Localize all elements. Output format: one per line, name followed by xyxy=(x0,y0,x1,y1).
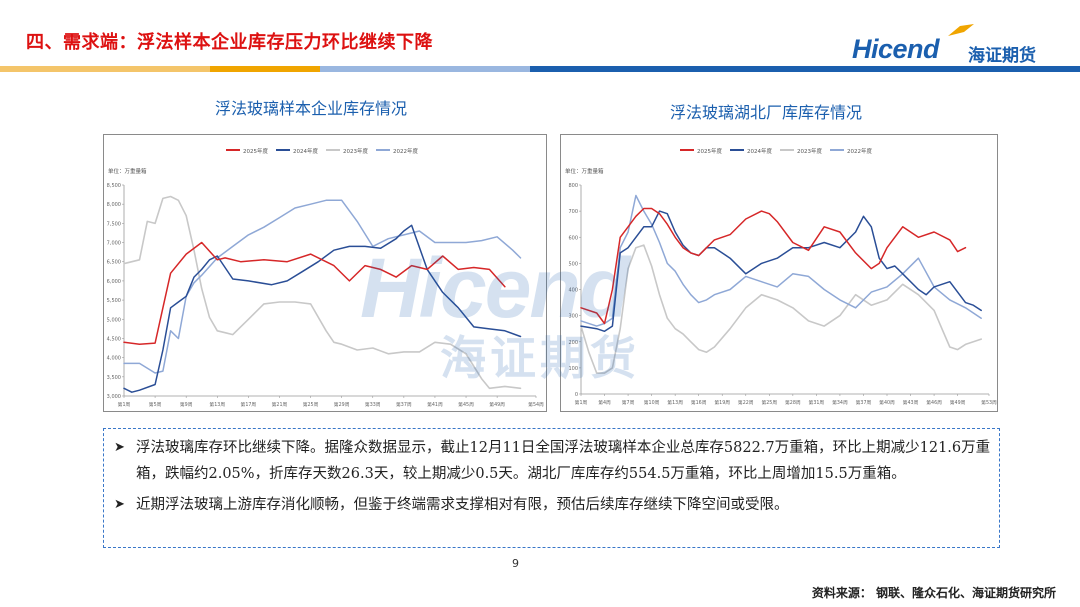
y-tick-label: 0 xyxy=(575,392,578,398)
x-tick-label: 第7周 xyxy=(622,399,635,406)
legend-label: 2024年度 xyxy=(747,147,772,155)
x-tick-label: 第41周 xyxy=(427,401,443,408)
x-tick-label: 第49周 xyxy=(950,399,966,406)
x-tick-label: 第46周 xyxy=(926,399,942,406)
x-tick-label: 第25周 xyxy=(303,401,319,408)
x-tick-label: 第33周 xyxy=(365,401,381,408)
brand-logo: Hicend 海证期货 xyxy=(852,24,1062,68)
x-tick-label: 第17周 xyxy=(241,401,257,408)
x-tick-label: 第9周 xyxy=(180,401,193,408)
x-tick-label: 第19周 xyxy=(714,399,730,406)
x-tick-label: 第54周 xyxy=(528,401,544,408)
x-tick-label: 第31周 xyxy=(809,399,825,406)
source-note: 资料来源： 钢联、隆众石化、海证期货研究所 xyxy=(811,586,1056,600)
x-tick-label: 第10周 xyxy=(644,399,660,406)
y-tick-label: 8,500 xyxy=(107,183,121,189)
summary-bullet: ➤ 近期浮法玻璃上游库存消化顺畅，但鉴于终端需求支撑相对有限，预估后续库存继续下… xyxy=(114,492,991,518)
logo-text-en: Hicend xyxy=(852,34,940,64)
legend-label: 2024年度 xyxy=(293,147,318,155)
page-number: 9 xyxy=(512,557,519,570)
page-title: 四、需求端：浮法样本企业库存压力环比继续下降 xyxy=(26,32,433,53)
y-tick-label: 400 xyxy=(568,288,578,294)
bullet-arrow-icon: ➤ xyxy=(114,497,125,512)
x-tick-label: 第21周 xyxy=(272,401,288,408)
y-tick-label: 100 xyxy=(568,366,578,372)
series-line-2023 xyxy=(580,244,983,374)
x-tick-label: 第49周 xyxy=(489,401,505,408)
summary-bullet-text: 近期浮法玻璃上游库存消化顺畅，但鉴于终端需求支撑相对有限，预估后续库存继续下降空… xyxy=(136,497,789,513)
summary-bullet-text: 浮法玻璃库存环比继续下降。据隆众数据显示，截止12月11日全国浮法玻璃样本企业总… xyxy=(136,440,991,482)
series-line-2025 xyxy=(580,207,967,325)
y-tick-label: 6,000 xyxy=(107,279,121,285)
x-tick-label: 第43周 xyxy=(903,399,919,406)
header-divider-bar xyxy=(0,66,1080,72)
x-tick-label: 第28周 xyxy=(785,399,801,406)
y-tick-label: 5,000 xyxy=(107,317,121,323)
x-tick-label: 第13周 xyxy=(667,399,683,406)
unit-label: 单位：万重量箱 xyxy=(108,167,147,175)
x-tick-label: 第34周 xyxy=(832,399,848,406)
series-line-2025 xyxy=(123,241,506,345)
y-tick-label: 200 xyxy=(568,340,578,346)
series-line-2022 xyxy=(123,199,522,374)
series-line-2022 xyxy=(580,194,982,327)
y-tick-label: 600 xyxy=(568,235,578,241)
legend-label: 2025年度 xyxy=(697,147,722,155)
y-tick-label: 700 xyxy=(568,209,578,215)
y-tick-label: 3,000 xyxy=(107,394,121,400)
legend-label: 2025年度 xyxy=(243,147,268,155)
y-tick-label: 6,500 xyxy=(107,260,121,266)
y-tick-label: 3,500 xyxy=(107,375,121,381)
chart-title-left: 浮法玻璃样本企业库存情况 xyxy=(215,99,408,118)
legend-label: 2023年度 xyxy=(343,147,368,155)
y-tick-label: 300 xyxy=(568,314,578,320)
summary-box: ➤ 浮法玻璃库存环比继续下降。据隆众数据显示，截止12月11日全国浮法玻璃样本企… xyxy=(103,428,1000,548)
legend-label: 2023年度 xyxy=(797,147,822,155)
y-tick-label: 7,000 xyxy=(107,241,121,247)
x-tick-label: 第5周 xyxy=(149,401,162,408)
bullet-arrow-icon: ➤ xyxy=(114,440,125,455)
y-tick-label: 7,500 xyxy=(107,221,121,227)
summary-bullet: ➤ 浮法玻璃库存环比继续下降。据隆众数据显示，截止12月11日全国浮法玻璃样本企… xyxy=(114,435,991,487)
series-line-2024 xyxy=(123,224,522,393)
x-tick-label: 第37周 xyxy=(856,399,872,406)
x-tick-label: 第13周 xyxy=(209,401,225,408)
x-tick-label: 第29周 xyxy=(334,401,350,408)
x-tick-label: 第45周 xyxy=(458,401,474,408)
series-line-2023 xyxy=(123,195,522,390)
y-tick-label: 8,000 xyxy=(107,202,121,208)
y-tick-label: 800 xyxy=(568,183,578,189)
x-tick-label: 第1周 xyxy=(118,401,131,408)
series-line-2024 xyxy=(580,210,982,333)
x-tick-label: 第25周 xyxy=(761,399,777,406)
x-tick-label: 第22周 xyxy=(738,399,754,406)
chart-right: 2025年度 2024年度 2023年度 2022年度单位：万重量箱 800 700 600… xyxy=(560,134,998,412)
y-tick-label: 500 xyxy=(568,261,578,267)
y-tick-label: 4,000 xyxy=(107,356,121,362)
x-tick-label: 第40周 xyxy=(879,399,895,406)
x-tick-label: 第4周 xyxy=(598,399,611,406)
x-tick-label: 第53周 xyxy=(981,399,997,406)
y-tick-label: 4,500 xyxy=(107,336,121,342)
x-tick-label: 第37周 xyxy=(396,401,412,408)
chart-left: 2025年度 2024年度 2023年度 2022年度单位：万重量箱 8,500 8,00… xyxy=(103,134,547,412)
x-tick-label: 第1周 xyxy=(575,399,588,406)
chart-title-right: 浮法玻璃湖北厂库库存情况 xyxy=(670,103,863,122)
y-tick-label: 5,500 xyxy=(107,298,121,304)
legend-label: 2022年度 xyxy=(393,147,418,155)
legend-label: 2022年度 xyxy=(847,147,872,155)
logo-mark-icon xyxy=(948,24,974,36)
x-tick-label: 第16周 xyxy=(691,399,707,406)
unit-label: 单位：万重量箱 xyxy=(565,167,604,175)
logo-text-cn: 海证期货 xyxy=(968,46,1036,66)
